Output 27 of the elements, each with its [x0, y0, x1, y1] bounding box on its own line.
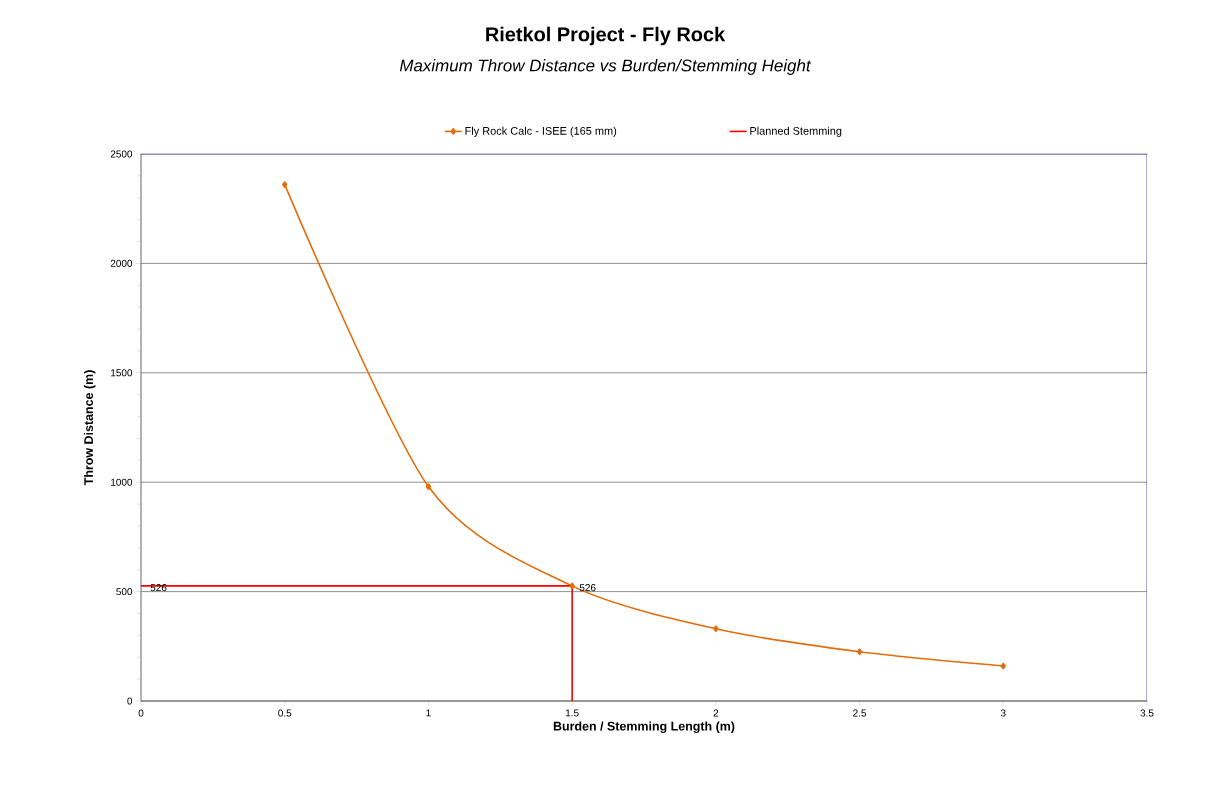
y-tick-label: 2000: [110, 259, 133, 267]
y-tick-label: 500: [116, 588, 133, 596]
x-tick-label: 3.5: [1140, 709, 1154, 717]
point: [1000, 662, 1007, 670]
y-tick-label: 0: [127, 697, 133, 705]
x-axis-title: Burden / Stemming Length (m): [553, 721, 735, 734]
chart-title: Rietkol Project - Fly Rock: [486, 26, 726, 46]
point: [713, 625, 719, 633]
y-axis-title: Throw Distance (m): [83, 370, 96, 486]
x-tick-label: 0: [138, 709, 144, 717]
x-tick-label: 1: [426, 709, 431, 717]
legend-label: Planned Stemming: [750, 126, 842, 137]
data-label: 526: [579, 584, 596, 592]
legend-label: Fly Rock Calc - ISEE (165 mm): [465, 126, 617, 137]
point: [425, 483, 432, 490]
x-tick-label: 2: [713, 709, 719, 717]
chart-subtitle: Maximum Throw Distance vs Burden/Stemming Height: [399, 59, 812, 75]
y-tick-label: 1000: [111, 478, 133, 486]
x-tick-label: 3: [1000, 709, 1006, 717]
y-tick-label: 2500: [110, 150, 133, 158]
point: [856, 648, 863, 656]
x-tick-label: 1.5: [565, 709, 579, 717]
y-tick-label: 1500: [111, 369, 133, 377]
point: [569, 582, 575, 590]
x-tick-label: 0.5: [278, 709, 292, 717]
x-tick-label: 2.5: [853, 709, 867, 717]
point: [281, 181, 288, 189]
